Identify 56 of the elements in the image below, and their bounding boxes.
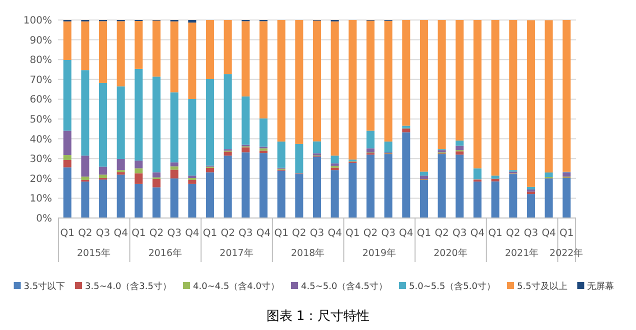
x-tick-label: Q4 bbox=[328, 228, 342, 239]
text: 2015年 bbox=[77, 247, 112, 259]
y-tick-label: 10% bbox=[30, 194, 52, 205]
x-tick-label: Q1 bbox=[202, 228, 218, 239]
x-tick-label: Q2 bbox=[220, 228, 235, 239]
x-tick-label: Q2 bbox=[292, 228, 306, 239]
x-tick-label: Q4 bbox=[256, 228, 271, 239]
x-tick-label: Q1 bbox=[274, 228, 288, 239]
x-tick-label: Q2 bbox=[506, 228, 520, 239]
x-tick-label: Q3 bbox=[524, 228, 538, 239]
y-tick-label: 30% bbox=[30, 154, 52, 166]
x-tick-label: Q2 bbox=[149, 228, 164, 239]
y-tick-label: 100% bbox=[23, 16, 52, 26]
x-tick-label: Q4 bbox=[114, 228, 128, 239]
text: 2019年 bbox=[362, 247, 397, 259]
x-tick-label: Q3 bbox=[167, 228, 182, 239]
x-tick-label: Q4 bbox=[470, 228, 485, 239]
legend-label: 无屏幕 bbox=[587, 281, 614, 292]
legend-label: 3.5寸以下 bbox=[24, 281, 66, 292]
x-tick-label: Q3 bbox=[452, 228, 467, 239]
legend-label: 4.0~4.5（含4.0寸） bbox=[193, 281, 280, 292]
x-tick-label: Q1 bbox=[488, 228, 502, 239]
x-tick-label: Q3 bbox=[381, 228, 396, 239]
text: 图表 1：尺寸特性 bbox=[266, 309, 370, 324]
x-tick-label: Q3 bbox=[96, 228, 110, 239]
text: 2021年 bbox=[504, 247, 540, 259]
y-tick-label: 70% bbox=[30, 74, 52, 86]
x-tick-label: Q4 bbox=[542, 228, 556, 239]
x-tick-label: Q3 bbox=[310, 228, 324, 239]
y-tick-label: 60% bbox=[30, 94, 52, 106]
x-tick-label: Q3 bbox=[238, 228, 253, 239]
legend-label: 3.5~4.0（含3.5寸） bbox=[85, 281, 172, 292]
y-tick-label: 90% bbox=[30, 35, 52, 46]
legend-label: 5.5寸及以上 bbox=[517, 281, 568, 292]
text: 2016年 bbox=[148, 247, 183, 259]
x-tick-label: Q2 bbox=[363, 228, 378, 239]
text: 2018年 bbox=[290, 247, 326, 259]
text: 2020年 bbox=[434, 247, 468, 259]
x-tick-label: Q4 bbox=[185, 228, 200, 239]
legend-label: 4.5~5.0（含4.5寸） bbox=[301, 281, 388, 292]
y-tick-label: 40% bbox=[30, 134, 52, 146]
legend-label: 5.0~5.5（含5.0寸） bbox=[409, 281, 496, 292]
y-tick-label: 0% bbox=[36, 214, 52, 224]
x-tick-label: Q4 bbox=[399, 228, 414, 239]
x-tick-label: Q2 bbox=[434, 228, 449, 239]
y-tick-label: 50% bbox=[30, 114, 52, 126]
y-tick-label: 80% bbox=[30, 55, 52, 66]
text: 2022年 bbox=[550, 247, 584, 259]
x-tick-label: Q1 bbox=[416, 228, 432, 239]
x-tick-label: Q1 bbox=[346, 228, 360, 239]
x-tick-label: Q1 bbox=[560, 228, 574, 239]
text: 2017年 bbox=[220, 247, 254, 259]
x-tick-label: Q2 bbox=[78, 228, 92, 239]
x-tick-label: Q1 bbox=[60, 228, 74, 239]
x-tick-label: Q1 bbox=[132, 228, 146, 239]
y-tick-label: 20% bbox=[30, 174, 52, 185]
